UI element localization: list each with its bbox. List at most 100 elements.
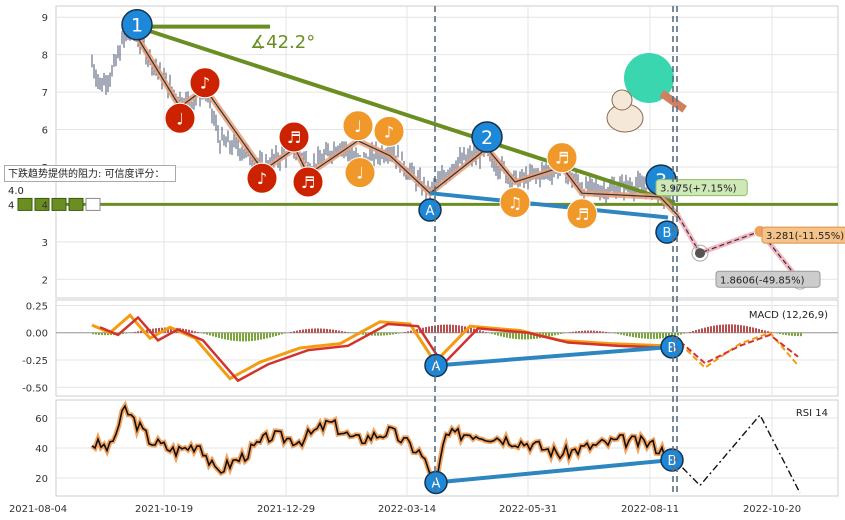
macd-histogram-bar <box>704 327 706 333</box>
macd-histogram-bar <box>482 331 484 333</box>
macd-histogram-bar <box>581 330 583 333</box>
macd-histogram-bar <box>317 328 319 333</box>
macd-histogram-bar <box>407 331 409 333</box>
macd-histogram-bar <box>140 330 142 333</box>
macd-histogram-bar <box>629 332 631 337</box>
macd-histogram-bar <box>743 325 745 333</box>
macd-histogram-bar <box>101 332 103 336</box>
macd-histogram-bar <box>677 332 679 336</box>
macd-histogram-bar <box>194 331 196 333</box>
macd-histogram-bar <box>185 329 187 333</box>
note-glyph: ♪ <box>384 122 394 141</box>
note-glyph: ♩ <box>176 109 184 128</box>
macd-histogram-bar <box>146 329 148 333</box>
rating-icon <box>17 197 33 211</box>
macd-histogram-bar <box>167 327 169 333</box>
macd-histogram-bar <box>521 332 523 340</box>
macd-histogram-bar <box>671 332 673 337</box>
macd-histogram-bar <box>332 329 334 333</box>
macd-histogram-bar <box>473 328 475 333</box>
target-label-text: 1.8606(-49.85%) <box>720 275 805 286</box>
paddle-icon <box>624 53 674 103</box>
macd-histogram-bar <box>647 332 649 339</box>
macd-histogram-bar <box>479 330 481 333</box>
macd-histogram-bar <box>197 332 199 333</box>
macd-histogram-bar <box>383 332 385 336</box>
macd-histogram-bar <box>494 332 496 335</box>
y-tick-label: 0.00 <box>26 329 48 340</box>
macd-histogram-bar <box>662 332 664 339</box>
macd-histogram-bar <box>614 332 616 334</box>
macd-histogram-bar <box>110 332 112 336</box>
macd-histogram-bar <box>728 324 730 333</box>
macd-histogram-bar <box>311 328 313 333</box>
macd-histogram-bar <box>746 326 748 333</box>
note-marker <box>189 67 221 99</box>
macd-histogram-bar <box>254 332 256 341</box>
macd-histogram-bar <box>644 332 646 339</box>
target-label-text: 3.975(+7.15%) <box>660 184 737 195</box>
macd-histogram-bar <box>734 324 736 333</box>
macd-histogram-bar <box>404 332 406 333</box>
projection-path <box>677 215 801 282</box>
macd-histogram-bar <box>698 329 700 333</box>
x-tick-label: 2022-10-20 <box>743 504 801 515</box>
resistance-note: 下跌趋势提供的阻力: 可信度评分：4.0 <box>4 165 176 197</box>
x-tick-label: 2022-03-14 <box>378 504 436 515</box>
macd-histogram-bar <box>518 332 520 340</box>
macd-histogram-bar <box>380 332 382 336</box>
macd-histogram-bar <box>158 327 160 333</box>
note-glyph: ♩ <box>356 164 364 183</box>
target-label-box <box>655 179 748 197</box>
macd-histogram-bar <box>392 332 394 335</box>
macd-histogram-bar <box>344 331 346 333</box>
macd-histogram-bar <box>653 332 655 339</box>
rsi-projection <box>671 413 801 494</box>
macd-histogram-bar <box>203 332 205 334</box>
macd-histogram-bar <box>584 330 586 333</box>
macd-histogram-bar <box>218 332 220 338</box>
macd-histogram-bar <box>290 331 292 333</box>
macd-histogram-bar <box>719 324 721 333</box>
macd-histogram-bar <box>263 332 265 340</box>
macd-histogram-bar <box>365 332 367 336</box>
point-marker <box>424 353 448 378</box>
macd-histogram-bar <box>761 329 763 333</box>
y-tick-label: 60 <box>35 414 48 425</box>
macd-histogram-bar <box>245 332 247 342</box>
macd-histogram-bar <box>605 331 607 333</box>
x-tick-label: 2022-08-11 <box>621 504 679 515</box>
y-tick-label: 40 <box>35 444 48 455</box>
target-label-box <box>715 270 821 288</box>
macd-histogram-bar <box>137 331 139 333</box>
point-marker <box>424 470 448 495</box>
macd-histogram-bar <box>320 328 322 333</box>
macd-histogram-bar <box>470 327 472 333</box>
macd-histogram-bar <box>707 326 709 333</box>
macd-histogram-bar <box>188 329 190 333</box>
macd-histogram-bar <box>266 332 268 339</box>
macd-histogram-bar <box>575 331 577 333</box>
macd-histogram-bar <box>221 332 223 339</box>
macd-histogram-bar <box>353 332 355 334</box>
macd-histogram-bar <box>455 325 457 333</box>
macd-histogram-bar <box>680 332 682 335</box>
macd-histogram-bar <box>692 330 694 333</box>
macd-histogram-bar <box>272 332 274 337</box>
macd-histogram-bar <box>236 332 238 342</box>
y-tick-label: 9 <box>42 13 48 24</box>
macd-histogram-bar <box>329 329 331 333</box>
macd-histogram-bar <box>347 332 349 333</box>
macd-histogram-bar <box>641 332 643 339</box>
macd-histogram-bar <box>590 330 592 333</box>
macd-histogram-bar <box>635 332 637 338</box>
resistance-trend-line <box>135 24 676 205</box>
macd-histogram-bar <box>122 332 124 334</box>
x-tick-label: 2021-12-29 <box>257 504 315 515</box>
wave-label-text: 1 <box>131 15 143 37</box>
macd-histogram-bar <box>209 332 211 336</box>
macd-histogram-bar <box>323 328 325 333</box>
macd-histogram-bar <box>458 325 460 333</box>
macd-projection <box>679 331 799 369</box>
note-glyph: ♫ <box>508 194 522 213</box>
